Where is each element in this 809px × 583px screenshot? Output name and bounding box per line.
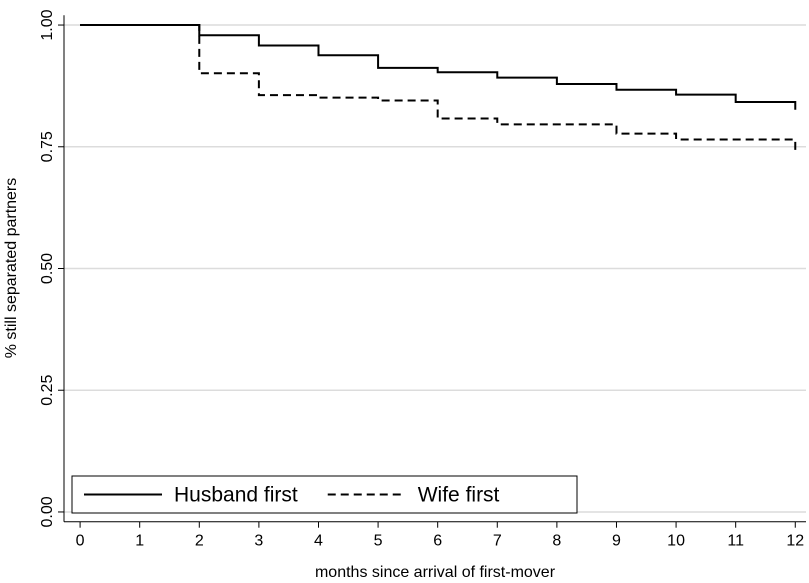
survival-line	[80, 24, 797, 110]
x-tick-label: 5	[374, 533, 383, 550]
y-tick-label: 0.75	[39, 131, 56, 162]
x-axis-label: months since arrival of first-mover	[315, 564, 556, 581]
y-tick-label: 0.00	[39, 496, 56, 527]
survival-line	[80, 24, 797, 154]
legend-label: Husband first	[174, 484, 298, 507]
x-tick-label: 8	[552, 533, 561, 550]
x-tick-label: 4	[314, 533, 323, 550]
x-tick-label: 7	[493, 533, 502, 550]
y-axis-label: % still separated partners	[3, 178, 20, 359]
y-tick-label: 0.50	[39, 253, 56, 284]
x-tick-label: 9	[612, 533, 621, 550]
y-tick-label: 1.00	[39, 9, 56, 40]
x-tick-label: 2	[195, 533, 204, 550]
x-tick-label: 12	[786, 533, 804, 550]
x-tick-label: 1	[135, 533, 144, 550]
x-tick-label: 0	[76, 533, 85, 550]
y-tick-label: 0.25	[39, 375, 56, 406]
legend-label: Wife first	[418, 484, 500, 507]
x-tick-label: 6	[433, 533, 442, 550]
x-tick-label: 3	[254, 533, 263, 550]
x-tick-label: 10	[667, 533, 685, 550]
x-tick-label: 11	[727, 533, 744, 550]
